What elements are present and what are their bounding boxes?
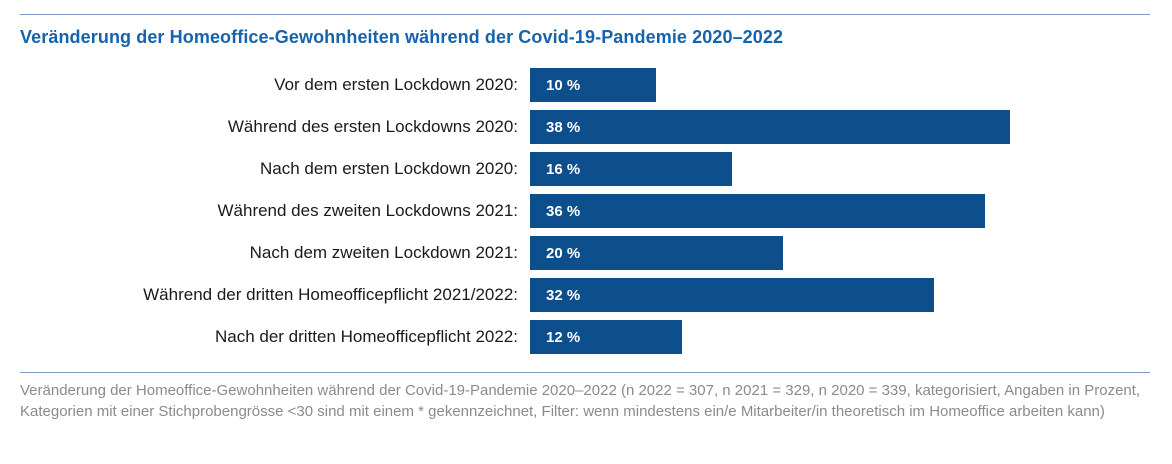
category-label: Während des zweiten Lockdowns 2021: <box>217 201 518 220</box>
bar-track: 36 % <box>530 194 1150 228</box>
bar: 16 % <box>530 152 732 186</box>
bar-track: 12 % <box>530 320 1150 354</box>
bar-row: Während der dritten Homeofficepflicht 20… <box>20 278 1150 312</box>
bar-row: Nach der dritten Homeofficepflicht 2022:… <box>20 320 1150 354</box>
bar-value-label: 12 % <box>546 328 581 346</box>
category-label: Nach dem ersten Lockdown 2020: <box>260 159 518 178</box>
bar-track: 32 % <box>530 278 1150 312</box>
bar-value-label: 20 % <box>546 244 581 262</box>
homeoffice-bar-chart: Vor dem ersten Lockdown 2020: 10 % Währe… <box>20 68 1150 354</box>
bar-value-label: 32 % <box>546 286 581 304</box>
bar-track: 10 % <box>530 68 1150 102</box>
bar-value-label: 36 % <box>546 202 581 220</box>
bar-track: 16 % <box>530 152 1150 186</box>
report-page: Veränderung der Homeoffice-Gewohnheiten … <box>0 14 1172 464</box>
chart-title: Veränderung der Homeoffice-Gewohnheiten … <box>20 27 784 47</box>
bar-track: 38 % <box>530 110 1150 144</box>
bar-row: Nach dem ersten Lockdown 2020: 16 % <box>20 152 1150 186</box>
bar-row: Während des zweiten Lockdowns 2021: 36 % <box>20 194 1150 228</box>
category-label: Während des ersten Lockdowns 2020: <box>227 117 518 136</box>
footer-divider <box>20 372 1150 373</box>
chart-caption: Veränderung der Homeoffice-Gewohnheiten … <box>20 382 1141 420</box>
category-label: Während der dritten Homeofficepflicht 20… <box>143 285 518 304</box>
top-divider <box>20 14 1150 15</box>
bar: 20 % <box>530 236 783 270</box>
category-label: Nach dem zweiten Lockdown 2021: <box>249 243 518 262</box>
bar-value-label: 16 % <box>546 160 581 178</box>
bar: 32 % <box>530 278 934 312</box>
bar-row: Vor dem ersten Lockdown 2020: 10 % <box>20 68 1150 102</box>
bar: 12 % <box>530 320 682 354</box>
bar-track: 20 % <box>530 236 1150 270</box>
category-label: Nach der dritten Homeofficepflicht 2022: <box>214 327 518 346</box>
bar-value-label: 10 % <box>546 76 581 94</box>
bar: 36 % <box>530 194 985 228</box>
bar: 10 % <box>530 68 656 102</box>
category-label: Vor dem ersten Lockdown 2020: <box>274 75 518 94</box>
bar-value-label: 38 % <box>546 118 581 136</box>
bar-row: Während des ersten Lockdowns 2020: 38 % <box>20 110 1150 144</box>
bar-row: Nach dem zweiten Lockdown 2021: 20 % <box>20 236 1150 270</box>
bar: 38 % <box>530 110 1010 144</box>
